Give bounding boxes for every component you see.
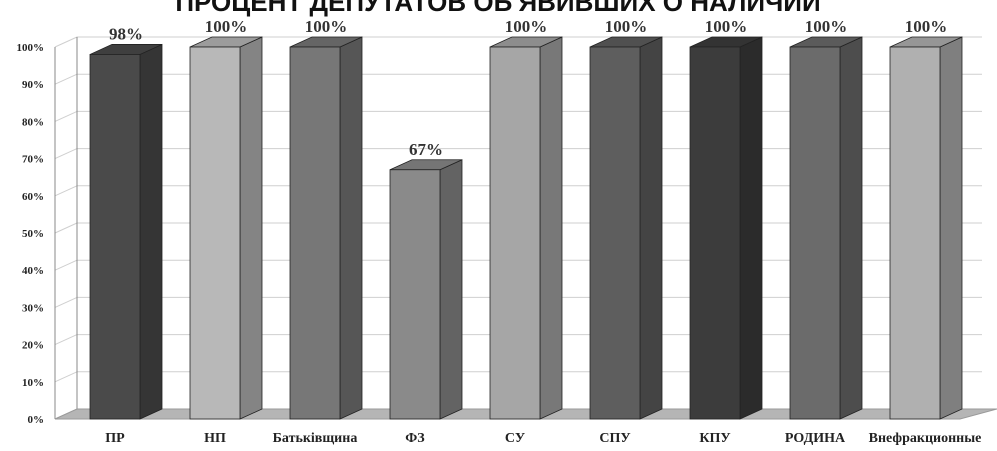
gridline-diagonal [54, 185, 78, 197]
category-label: Внефракционные [869, 431, 982, 446]
gridline-diagonal [54, 259, 78, 271]
bar-front [589, 46, 641, 420]
bar-front [89, 54, 141, 420]
bar-front [389, 169, 441, 420]
y-tick-label: 90% [22, 79, 44, 91]
bar [389, 159, 463, 420]
bar [589, 36, 663, 420]
bar [789, 36, 863, 420]
bar-side [139, 43, 163, 420]
category-label: СПУ [599, 431, 630, 446]
bar-front [189, 46, 241, 420]
data-label: 100% [505, 17, 548, 36]
bar-front [889, 46, 941, 420]
category-label: КПУ [699, 431, 730, 446]
y-tick-label: 50% [22, 228, 44, 240]
y-axis-ticks: 0% 10% 20% 30% 40% 50% 60% 70% 80% 90% 100% [17, 42, 45, 426]
data-label: 67% [409, 140, 443, 159]
bar [689, 36, 763, 420]
y-tick-label: 60% [22, 191, 44, 203]
data-label: 100% [605, 17, 648, 36]
gridline-diagonal [54, 36, 78, 48]
data-label: 98% [109, 24, 143, 43]
gridline-diagonal [54, 222, 78, 234]
data-label: 100% [705, 17, 748, 36]
bar-side [839, 36, 863, 420]
category-label: РОДИНА [785, 431, 846, 446]
bar-side [339, 36, 363, 420]
category-labels: ПР НП Батьківщина ФЗ СУ СПУ КПУ РОДИНА Внефракци… [105, 431, 981, 446]
data-labels: 98% 100% 100% 67% 100% 100% 100% 100% 100% [109, 17, 947, 159]
gridline-diagonal [54, 110, 78, 122]
y-tick-label: 10% [22, 377, 44, 389]
gridline-diagonal [54, 296, 78, 308]
bar-side [539, 36, 563, 420]
y-tick-label: 40% [22, 265, 44, 277]
chart-title: ПРОЦЕНТ ДЕПУТАТОВ ОБ'ЯВИВШИХ О НАЛИЧИИ [175, 0, 820, 17]
bar [289, 36, 363, 420]
y-tick-label: 30% [22, 302, 44, 314]
bar [189, 36, 263, 420]
bars [89, 36, 963, 420]
data-label: 100% [805, 17, 848, 36]
bar [489, 36, 563, 420]
data-label: 100% [305, 17, 348, 36]
gridline-diagonal [54, 371, 78, 383]
category-label: ФЗ [405, 431, 424, 446]
y-tick-label: 80% [22, 116, 44, 128]
category-label: НП [204, 431, 226, 446]
bar-side [439, 159, 463, 420]
bar-side [939, 36, 963, 420]
bar-front [789, 46, 841, 420]
bar-side [739, 36, 763, 420]
y-tick-label: 100% [17, 42, 45, 54]
bar-side [239, 36, 263, 420]
y-tick-label: 70% [22, 154, 44, 166]
category-label: ПР [105, 431, 125, 446]
category-label: Батьківщина [273, 431, 358, 446]
gridline-diagonal [54, 148, 78, 160]
bar [89, 43, 163, 420]
bar [889, 36, 963, 420]
bar-front [489, 46, 541, 420]
y-tick-label: 0% [28, 414, 45, 426]
gridline-diagonal [54, 334, 78, 346]
bar-front [289, 46, 341, 420]
bar-front [689, 46, 741, 420]
gridline-diagonal [54, 73, 78, 85]
data-label: 100% [205, 17, 248, 36]
data-label: 100% [905, 17, 948, 36]
bar-side [639, 36, 663, 420]
y-tick-label: 20% [22, 340, 44, 352]
category-label: СУ [505, 431, 525, 446]
